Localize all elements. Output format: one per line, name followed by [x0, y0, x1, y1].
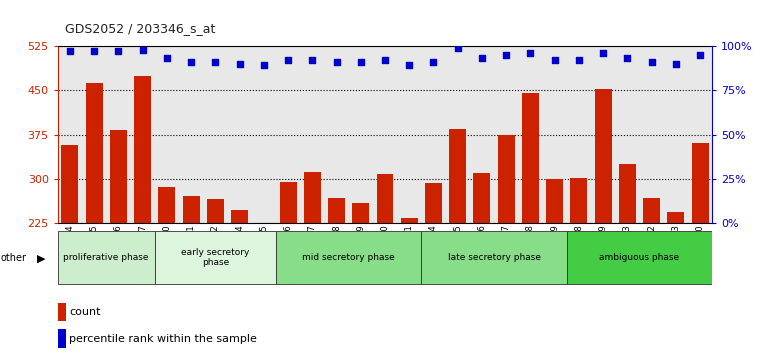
Point	[112, 48, 125, 54]
Point	[136, 47, 149, 52]
Text: GDS2052 / 203346_s_at: GDS2052 / 203346_s_at	[65, 22, 216, 35]
Text: other: other	[1, 253, 27, 263]
Bar	[567, 231, 712, 284]
Point	[209, 59, 222, 65]
Bar	[207, 199, 224, 223]
Text: mid secretory phase: mid secretory phase	[303, 253, 395, 262]
Bar	[280, 182, 296, 223]
Point	[185, 59, 197, 65]
Bar	[691, 143, 708, 223]
Text: ambiguous phase: ambiguous phase	[600, 253, 680, 262]
Point	[573, 57, 585, 63]
Point	[88, 48, 100, 54]
Point	[306, 57, 319, 63]
Text: proliferative phase: proliferative phase	[63, 253, 149, 262]
Point	[621, 56, 634, 61]
Bar	[182, 196, 199, 223]
Bar	[304, 172, 321, 223]
Bar	[134, 75, 151, 223]
Text: early secretory
phase: early secretory phase	[181, 248, 249, 267]
Bar	[85, 83, 102, 223]
Bar	[155, 231, 276, 284]
Point	[258, 63, 270, 68]
Point	[64, 48, 76, 54]
Bar	[58, 231, 155, 284]
Bar	[497, 135, 514, 223]
Point	[379, 57, 391, 63]
Text: count: count	[69, 307, 101, 317]
Bar	[231, 210, 248, 223]
Bar	[643, 198, 660, 223]
Point	[645, 59, 658, 65]
Bar	[546, 179, 563, 223]
Bar	[619, 164, 636, 223]
Bar	[594, 88, 611, 223]
Bar	[62, 145, 79, 223]
Point	[233, 61, 246, 67]
Bar	[328, 198, 345, 223]
Bar	[353, 203, 370, 223]
Point	[597, 50, 609, 56]
Bar	[110, 130, 127, 223]
Text: late secretory phase: late secretory phase	[447, 253, 541, 262]
Point	[476, 56, 488, 61]
Bar	[474, 173, 490, 223]
Bar	[276, 231, 421, 284]
Point	[282, 57, 294, 63]
Text: percentile rank within the sample: percentile rank within the sample	[69, 334, 257, 344]
Point	[403, 63, 415, 68]
Bar	[400, 218, 417, 223]
Bar	[377, 174, 393, 223]
Text: ▶: ▶	[37, 253, 45, 263]
Point	[355, 59, 367, 65]
Bar	[256, 223, 273, 225]
Point	[427, 59, 440, 65]
Point	[161, 56, 173, 61]
Bar	[58, 329, 66, 348]
Bar	[668, 212, 685, 223]
Point	[670, 61, 682, 67]
Bar	[571, 178, 588, 223]
Bar	[159, 187, 176, 223]
Bar	[522, 93, 539, 223]
Point	[694, 52, 706, 58]
Bar	[449, 129, 466, 223]
Point	[548, 57, 561, 63]
Point	[500, 52, 512, 58]
Point	[524, 50, 537, 56]
Bar	[58, 303, 66, 321]
Point	[451, 45, 464, 51]
Bar	[421, 231, 567, 284]
Point	[330, 59, 343, 65]
Bar	[425, 183, 442, 223]
